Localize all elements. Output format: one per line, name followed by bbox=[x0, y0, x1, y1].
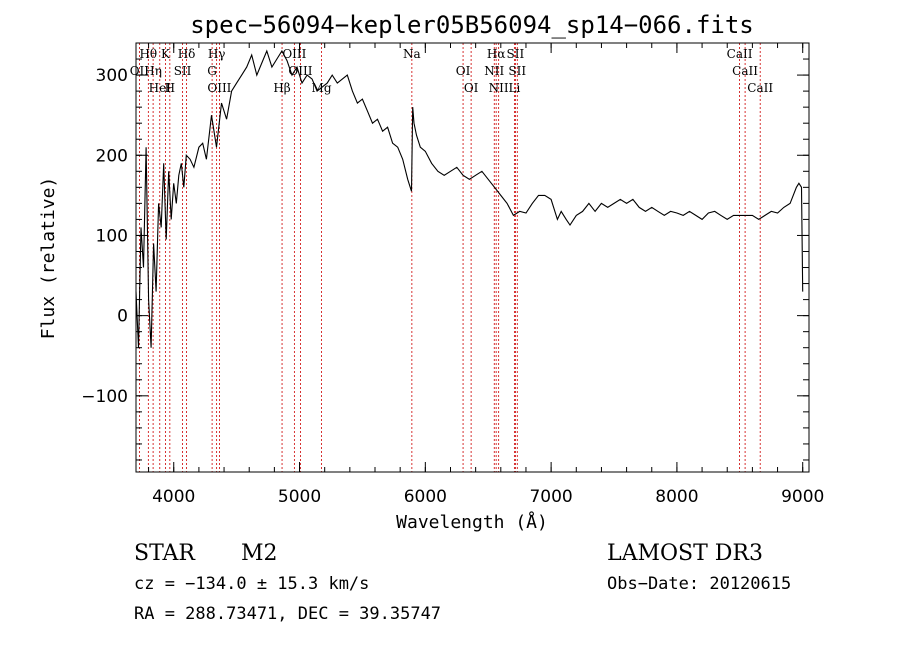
emission-line-label: NII bbox=[489, 81, 509, 95]
emission-line-label: Li bbox=[508, 81, 520, 95]
x-tick-label: 7000 bbox=[529, 487, 572, 507]
emission-line-label: OIII bbox=[282, 47, 306, 61]
emission-line-label: OI bbox=[456, 64, 471, 78]
emission-line-label: OIII bbox=[207, 81, 231, 95]
object-class: STAR bbox=[134, 541, 196, 566]
x-axis-label: Wavelength (Å) bbox=[396, 511, 548, 533]
emission-line-label: Hη bbox=[144, 64, 162, 78]
spectrum-line bbox=[135, 49, 804, 348]
x-tick-label: 8000 bbox=[655, 487, 698, 507]
emission-line-label: OII bbox=[130, 64, 150, 78]
y-tick-label: 300 bbox=[96, 66, 128, 86]
object-subclass: M2 bbox=[241, 541, 278, 566]
emission-line-label: SII bbox=[507, 47, 525, 61]
x-tick-label: 9000 bbox=[781, 487, 824, 507]
emission-line-label: SII bbox=[508, 64, 526, 78]
redshift-velocity: cz = −134.0 ± 15.3 km/s bbox=[134, 574, 369, 594]
emission-line-label: H bbox=[165, 81, 175, 95]
emission-line-label: OI bbox=[464, 81, 479, 95]
emission-line-markers bbox=[138, 43, 761, 472]
emission-line-label: OIII bbox=[288, 64, 312, 78]
emission-line-label: Hβ bbox=[273, 81, 290, 95]
y-tick-label: 100 bbox=[96, 226, 128, 246]
emission-line-labels: HθHηHeIKSIIHHδOIIOIIIHγGHβOIIIOIIIMgNaOI… bbox=[130, 47, 774, 95]
x-axis: 4000 5000 6000 7000 8000 9000 bbox=[148, 43, 824, 507]
y-tick-label: 0 bbox=[117, 307, 128, 327]
survey-name: LAMOST DR3 bbox=[607, 541, 763, 566]
emission-line-label: Hδ bbox=[178, 47, 196, 61]
observation-date: Obs−Date: 20120615 bbox=[607, 574, 791, 594]
x-tick-label: 5000 bbox=[278, 487, 321, 507]
y-axis: −100 0 100 200 300 bbox=[81, 42, 809, 461]
y-tick-label: 200 bbox=[96, 146, 128, 166]
y-axis-label: Flux (relative) bbox=[38, 177, 59, 340]
emission-line-label: HeI bbox=[149, 81, 172, 95]
emission-line-label: CaII bbox=[727, 47, 753, 61]
emission-line-label: Hθ bbox=[139, 47, 157, 61]
emission-line-label: Hγ bbox=[208, 47, 226, 61]
emission-line-label: NII bbox=[484, 64, 504, 78]
emission-line-label: K bbox=[161, 47, 171, 61]
x-tick-label: 4000 bbox=[152, 487, 195, 507]
emission-line-label: CaII bbox=[732, 64, 758, 78]
chart-title: spec−56094−kepler05B56094_sp14−066.fits bbox=[190, 11, 754, 39]
emission-line-label: SII bbox=[174, 64, 192, 78]
coordinates: RA = 288.73471, DEC = 39.35747 bbox=[134, 604, 441, 624]
emission-line-label: Hα bbox=[487, 47, 506, 61]
emission-line-label: Na bbox=[403, 47, 421, 61]
y-tick-label: −100 bbox=[81, 387, 128, 407]
emission-line-label: CaII bbox=[747, 81, 773, 95]
plot-frame bbox=[135, 42, 810, 473]
x-tick-label: 6000 bbox=[404, 487, 447, 507]
emission-line-label: G bbox=[207, 64, 217, 78]
